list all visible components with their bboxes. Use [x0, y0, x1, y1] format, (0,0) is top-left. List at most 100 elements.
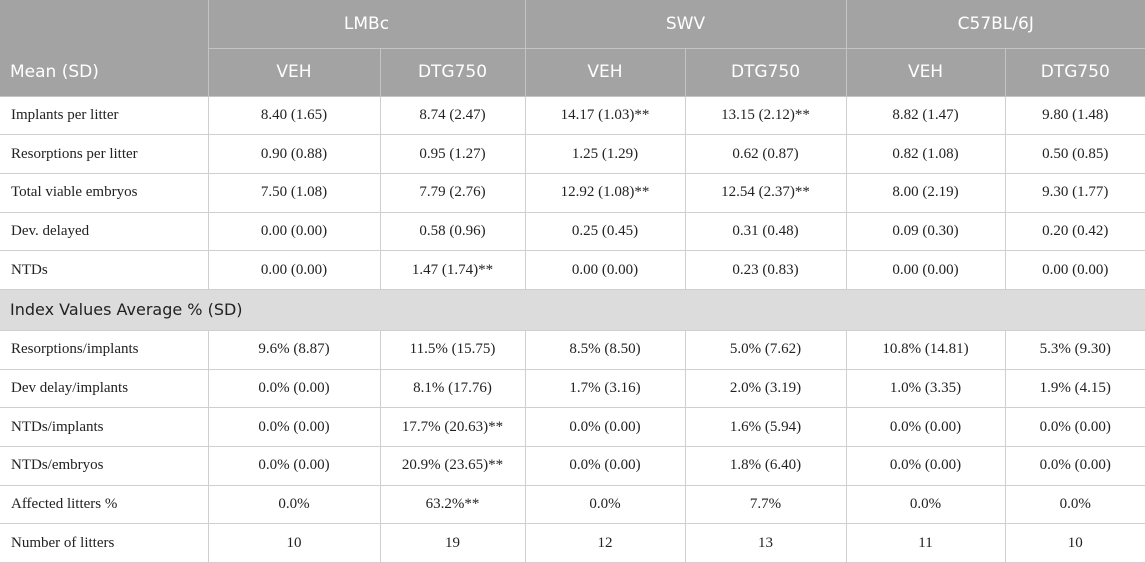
- table-cell: 1.8% (6.40): [684, 446, 847, 486]
- table-cell: 13: [684, 523, 847, 563]
- subgroup-header: VEH: [524, 48, 685, 97]
- table-row: Resorptions/implants 9.6% (8.87) 11.5% (…: [0, 329, 1145, 370]
- table-cell: 0.00 (0.00): [207, 211, 381, 252]
- table-body: Implants per litter 8.40 (1.65) 8.74 (2.…: [0, 95, 1145, 563]
- header-row-subgroups: Mean (SD) VEH DTG750 VEH DTG750 VEH DTG7…: [0, 48, 1145, 97]
- table-cell: 11.5% (15.75): [379, 329, 526, 370]
- table-cell: 8.00 (2.19): [845, 172, 1006, 213]
- table-cell: 1.7% (3.16): [524, 368, 686, 409]
- table-cell: 12: [524, 523, 686, 563]
- table-row: Total viable embryos 7.50 (1.08) 7.79 (2…: [0, 172, 1145, 213]
- table-cell: 0.58 (0.96): [379, 211, 526, 252]
- subgroup-header: DTG750: [1004, 48, 1145, 97]
- table-cell: 0.00 (0.00): [524, 250, 686, 290]
- row-label: NTDs/embryos: [0, 446, 209, 486]
- table-cell: 17.7% (20.63)**: [379, 407, 526, 447]
- table-cell: 0.50 (0.85): [1004, 134, 1145, 174]
- table-cell: 0.23 (0.83): [684, 250, 847, 290]
- table-cell: 19: [379, 523, 526, 563]
- table-cell: 63.2%**: [379, 484, 526, 525]
- table-cell: 0.00 (0.00): [1004, 250, 1145, 290]
- subgroup-header: VEH: [845, 48, 1006, 97]
- table-cell: 1.25 (1.29): [524, 134, 686, 174]
- row-label: Total viable embryos: [0, 172, 209, 213]
- table-cell: 12.92 (1.08)**: [524, 172, 686, 213]
- row-label: Resorptions/implants: [0, 329, 209, 370]
- table-row: NTDs/embryos 0.0% (0.00) 20.9% (23.65)**…: [0, 446, 1145, 486]
- table-cell: 20.9% (23.65)**: [379, 446, 526, 486]
- table-row: NTDs/implants 0.0% (0.00) 17.7% (20.63)*…: [0, 407, 1145, 447]
- table-cell: 12.54 (2.37)**: [684, 172, 847, 213]
- table-cell: 0.0% (0.00): [207, 368, 381, 409]
- table-cell: 0.0% (0.00): [207, 407, 381, 447]
- group-header-lmbc: LMBc: [207, 0, 525, 49]
- group-header-c57bl6j: C57BL/6J: [845, 0, 1145, 49]
- table-cell: 0.00 (0.00): [207, 250, 381, 290]
- row-label: NTDs: [0, 250, 209, 290]
- row-label: Resorptions per litter: [0, 134, 209, 174]
- row-label: Affected litters %: [0, 484, 209, 525]
- table-cell: 0.0% (0.00): [207, 446, 381, 486]
- table-cell: 0.62 (0.87): [684, 134, 847, 174]
- table-cell: 0.00 (0.00): [845, 250, 1006, 290]
- table-cell: 1.0% (3.35): [845, 368, 1006, 409]
- table-cell: 0.0% (0.00): [524, 446, 686, 486]
- table-cell: 13.15 (2.12)**: [684, 95, 847, 136]
- row-label: Number of litters: [0, 523, 209, 563]
- table-cell: 1.47 (1.74)**: [379, 250, 526, 290]
- table-row: Resorptions per litter 0.90 (0.88) 0.95 …: [0, 134, 1145, 174]
- header-row-groups: LMBc SWV C57BL/6J: [0, 0, 1145, 49]
- table-cell: 0.0%: [1004, 484, 1145, 525]
- table-cell: 1.9% (4.15): [1004, 368, 1145, 409]
- table-cell: 10: [207, 523, 381, 563]
- table-cell: 0.31 (0.48): [684, 211, 847, 252]
- table-cell: 0.0% (0.00): [845, 407, 1006, 447]
- subgroup-header: DTG750: [684, 48, 847, 97]
- table-cell: 0.0% (0.00): [1004, 407, 1145, 447]
- table-cell: 14.17 (1.03)**: [524, 95, 686, 136]
- table-cell: 0.0% (0.00): [524, 407, 686, 447]
- table-cell: 8.74 (2.47): [379, 95, 526, 136]
- table-cell: 0.82 (1.08): [845, 134, 1006, 174]
- row-label: Dev. delayed: [0, 211, 209, 252]
- table-cell: 8.82 (1.47): [845, 95, 1006, 136]
- header-corner: [0, 0, 208, 48]
- row-label: Implants per litter: [0, 95, 209, 136]
- table-header: LMBc SWV C57BL/6J Mean (SD) VEH DTG750 V…: [0, 0, 1145, 97]
- row-label: Dev delay/implants: [0, 368, 209, 409]
- index-values-section-title: Index Values Average % (SD): [0, 288, 1145, 331]
- table-cell: 8.40 (1.65): [207, 95, 381, 136]
- subgroup-header: VEH: [207, 48, 380, 97]
- row-label: NTDs/implants: [0, 407, 209, 447]
- table-cell: 0.20 (0.42): [1004, 211, 1145, 252]
- table-cell: 0.0%: [524, 484, 686, 525]
- table-cell: 2.0% (3.19): [684, 368, 847, 409]
- table-cell: 1.6% (5.94): [684, 407, 847, 447]
- table-cell: 0.0%: [845, 484, 1006, 525]
- table-cell: 0.0% (0.00): [1004, 446, 1145, 486]
- table-cell: 0.25 (0.45): [524, 211, 686, 252]
- table-row: Affected litters % 0.0% 63.2%** 0.0% 7.7…: [0, 484, 1145, 525]
- table-row: NTDs 0.00 (0.00) 1.47 (1.74)** 0.00 (0.0…: [0, 250, 1145, 290]
- section-header-row: Index Values Average % (SD): [0, 288, 1145, 331]
- table-cell: 7.79 (2.76): [379, 172, 526, 213]
- table-cell: 8.1% (17.76): [379, 368, 526, 409]
- table-cell: 10.8% (14.81): [845, 329, 1006, 370]
- table-cell: 10: [1004, 523, 1145, 563]
- table-cell: 0.0% (0.00): [845, 446, 1006, 486]
- table-cell: 7.50 (1.08): [207, 172, 381, 213]
- table-cell: 9.30 (1.77): [1004, 172, 1145, 213]
- table-cell: 11: [845, 523, 1006, 563]
- mean-sd-label: Mean (SD): [0, 48, 208, 97]
- table-cell: 8.5% (8.50): [524, 329, 686, 370]
- table-cell: 5.0% (7.62): [684, 329, 847, 370]
- table-cell: 0.0%: [207, 484, 381, 525]
- table-cell: 7.7%: [684, 484, 847, 525]
- table-row: Dev. delayed 0.00 (0.00) 0.58 (0.96) 0.2…: [0, 211, 1145, 252]
- table-row: Number of litters 10 19 12 13 11 10: [0, 523, 1145, 563]
- table-cell: 9.80 (1.48): [1004, 95, 1145, 136]
- subgroup-header: DTG750: [379, 48, 525, 97]
- group-header-swv: SWV: [524, 0, 847, 49]
- table-row: Dev delay/implants 0.0% (0.00) 8.1% (17.…: [0, 368, 1145, 409]
